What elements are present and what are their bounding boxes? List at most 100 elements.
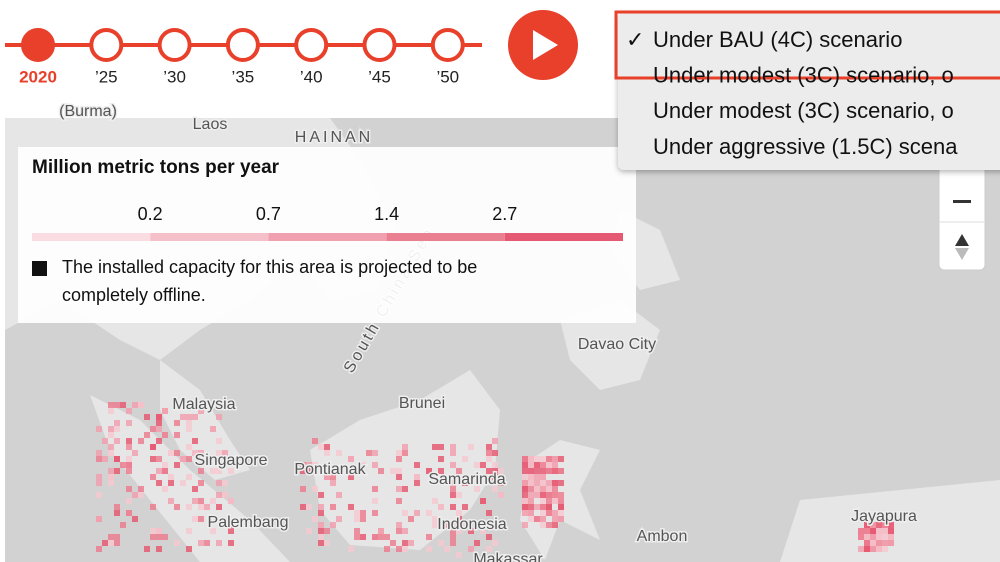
dropdown-option[interactable]: Under aggressive (1.5C) scena xyxy=(653,134,958,159)
cell xyxy=(558,504,564,510)
cell xyxy=(108,444,114,450)
cell xyxy=(558,468,564,474)
compass-south xyxy=(955,248,969,260)
timeline-step[interactable] xyxy=(89,28,124,62)
timeline-step[interactable] xyxy=(21,28,55,62)
cell xyxy=(432,516,438,522)
timeline-label[interactable]: ’50 xyxy=(436,67,459,86)
cell xyxy=(318,522,324,528)
cell xyxy=(162,462,168,468)
cell xyxy=(228,540,234,546)
timeline-steps: 2020 ’25 ’30 ’35 ’40 ’45 ’50 xyxy=(19,28,465,86)
cell xyxy=(162,408,168,414)
cell xyxy=(528,468,534,474)
dropdown-option[interactable]: Under modest (3C) scenario, o xyxy=(653,63,954,88)
cell xyxy=(480,498,486,504)
cell xyxy=(522,480,528,486)
cell xyxy=(498,480,504,486)
timeline-step[interactable] xyxy=(362,28,397,62)
cell xyxy=(336,450,342,456)
cell xyxy=(228,468,234,474)
cell xyxy=(108,534,114,540)
cell xyxy=(108,426,114,432)
cell xyxy=(96,516,102,522)
dropdown-option[interactable]: Under BAU (4C) scenario xyxy=(653,27,902,52)
cell xyxy=(552,498,558,504)
timeline-label[interactable]: ’40 xyxy=(300,67,323,86)
cell xyxy=(108,480,114,486)
cell xyxy=(522,456,528,462)
play-button[interactable] xyxy=(508,10,578,80)
cell xyxy=(372,510,378,516)
cell xyxy=(306,462,312,468)
cell xyxy=(486,510,492,516)
timeline-label[interactable]: ’25 xyxy=(95,67,118,86)
timeline-step[interactable] xyxy=(157,28,192,62)
compass-north[interactable] xyxy=(955,234,969,246)
cell xyxy=(138,492,144,498)
timeline-label[interactable]: ’35 xyxy=(232,67,255,86)
cell xyxy=(444,522,450,528)
map-label: Laos xyxy=(193,116,228,133)
cell xyxy=(540,492,546,498)
timeline-label[interactable]: ’45 xyxy=(368,67,391,86)
scenario-dropdown[interactable]: ✓ Under BAU (4C) scenario Under modest (3… xyxy=(614,10,1000,170)
timeline-label[interactable]: 2020 xyxy=(19,67,57,86)
timeline-label[interactable]: ’30 xyxy=(163,67,186,86)
cell xyxy=(168,450,174,456)
cell xyxy=(222,480,228,486)
cell xyxy=(552,516,558,522)
cell xyxy=(348,474,354,480)
cell xyxy=(114,510,120,516)
cell xyxy=(492,450,498,456)
cell xyxy=(108,450,114,456)
cell xyxy=(114,504,120,510)
cell xyxy=(168,480,174,486)
cell xyxy=(150,444,156,450)
timeline-step[interactable] xyxy=(225,28,260,62)
cell xyxy=(528,510,534,516)
cell xyxy=(558,510,564,516)
timeline-step[interactable] xyxy=(430,28,465,62)
cell xyxy=(426,534,432,540)
cell xyxy=(402,486,408,492)
cell xyxy=(312,438,318,444)
zoom-out[interactable] xyxy=(953,200,971,203)
cell xyxy=(150,528,156,534)
timeline-step[interactable] xyxy=(294,28,329,62)
cell xyxy=(414,480,420,486)
cell xyxy=(558,516,564,522)
dropdown-option[interactable]: Under modest (3C) scenario, o xyxy=(653,98,954,123)
cell xyxy=(396,528,402,534)
cell xyxy=(372,486,378,492)
cell xyxy=(102,540,108,546)
cell xyxy=(450,480,456,486)
cell xyxy=(474,486,480,492)
cell xyxy=(366,450,372,456)
cell xyxy=(522,498,528,504)
cell xyxy=(198,450,204,456)
cell xyxy=(192,516,198,522)
cell xyxy=(558,498,564,504)
legend-title: Million metric tons per year xyxy=(32,157,280,178)
cell xyxy=(468,444,474,450)
map-label: HAINAN xyxy=(295,129,373,146)
cell xyxy=(156,468,162,474)
cell xyxy=(858,546,864,552)
cell xyxy=(138,402,144,408)
offline-swatch xyxy=(32,261,47,276)
cell xyxy=(552,480,558,486)
cell xyxy=(300,468,306,474)
cell xyxy=(144,414,150,420)
cell xyxy=(888,540,894,546)
check-mark: ✓ xyxy=(626,27,644,52)
cell xyxy=(486,456,492,462)
cell xyxy=(378,468,384,474)
cell xyxy=(108,540,114,546)
cell xyxy=(336,492,342,498)
cell xyxy=(162,432,168,438)
cell xyxy=(360,510,366,516)
cell xyxy=(114,402,120,408)
cell xyxy=(540,468,546,474)
cell xyxy=(132,402,138,408)
